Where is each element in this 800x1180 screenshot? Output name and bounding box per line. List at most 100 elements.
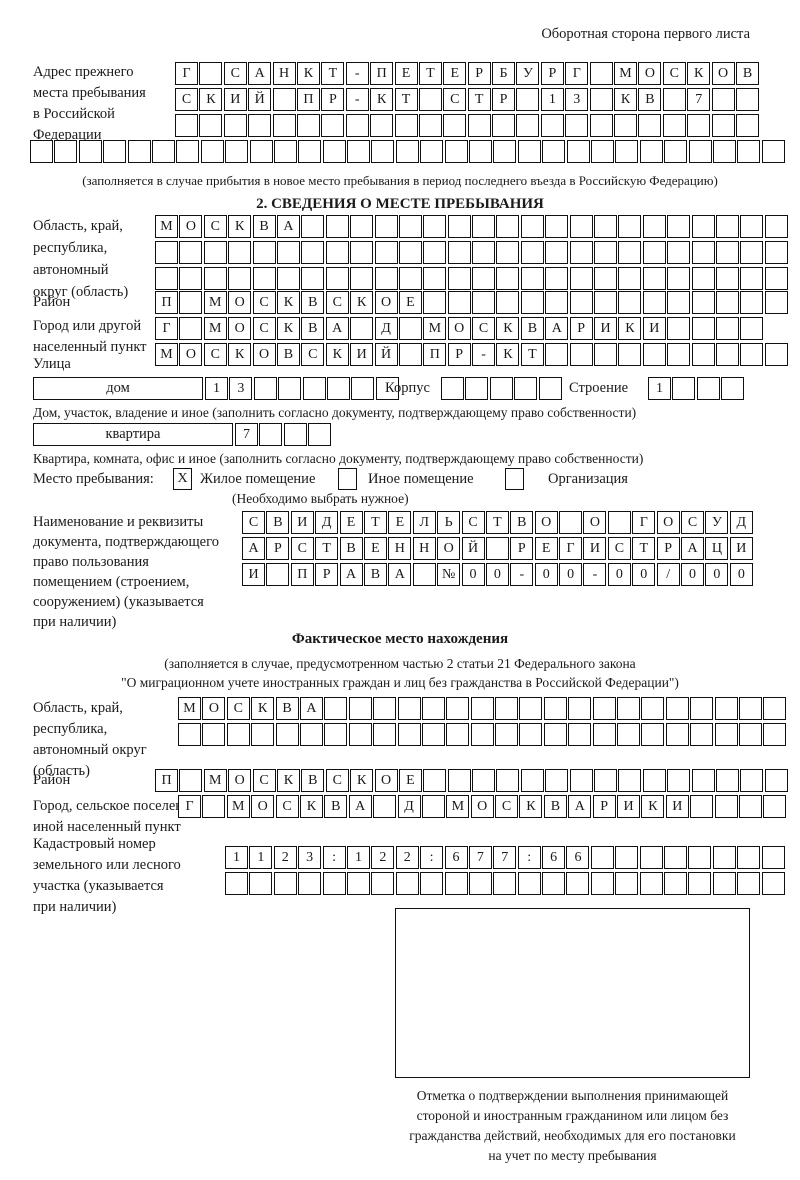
- al-region-cell-19[interactable]: [617, 697, 641, 720]
- s2-region-cell-1[interactable]: М: [155, 215, 178, 238]
- s2-region-cell-3[interactable]: [203, 241, 227, 264]
- al-cadastre-cell-16[interactable]: [590, 846, 614, 869]
- s2-district-cell-3[interactable]: М: [203, 291, 227, 314]
- flat-cell-4[interactable]: [308, 423, 332, 446]
- prev-address-cell-19[interactable]: К: [614, 88, 638, 111]
- al-region-cell-12[interactable]: [446, 697, 470, 720]
- flat-cell-1[interactable]: 7: [235, 423, 258, 446]
- al-city-cell-24[interactable]: [738, 795, 762, 818]
- s2-district-cell-6[interactable]: К: [276, 291, 300, 314]
- al-city-cell-6[interactable]: К: [299, 795, 323, 818]
- al-region-cell-24[interactable]: [738, 723, 762, 746]
- al-cadastre-cell-3[interactable]: 2: [273, 846, 297, 869]
- al-region-cell-11[interactable]: [421, 697, 445, 720]
- prev-address-cell-9[interactable]: [370, 114, 394, 137]
- prev-address-cell-1[interactable]: [175, 114, 198, 137]
- al-cadastre-cell-8[interactable]: [395, 872, 419, 895]
- house-cell-7[interactable]: [351, 377, 375, 400]
- prev-address-cell-17[interactable]: [420, 140, 444, 163]
- al-city-cell-22[interactable]: [690, 795, 714, 818]
- s2-street-cell-12[interactable]: П: [423, 343, 447, 366]
- al-cadastre-cell-14[interactable]: 6: [542, 846, 566, 869]
- al-district-cell-10[interactable]: О: [374, 769, 398, 792]
- al-district-cell-21[interactable]: [642, 769, 666, 792]
- al-cadastre-cell-6[interactable]: [346, 872, 370, 895]
- prev-address-cell-8[interactable]: -: [345, 62, 369, 85]
- s2-region-cell-6[interactable]: А: [276, 215, 300, 238]
- al-cadastre-cell-12[interactable]: [493, 872, 517, 895]
- prev-address-cell-2[interactable]: [199, 114, 223, 137]
- prev-address-cell-22[interactable]: 7: [687, 88, 711, 111]
- s2-region-cell-16[interactable]: [520, 215, 544, 238]
- doc-cell-8[interactable]: [412, 563, 436, 586]
- s2-region-cell-5[interactable]: В: [252, 215, 276, 238]
- prev-address-cell-28[interactable]: [688, 140, 712, 163]
- al-region-cell-15[interactable]: [519, 697, 543, 720]
- s2-region-cell-2[interactable]: [179, 241, 203, 264]
- s2-district-cell-24[interactable]: [715, 291, 739, 314]
- al-region-cell-20[interactable]: [641, 723, 665, 746]
- al-cadastre-cell-15[interactable]: 6: [566, 846, 590, 869]
- al-region-cell-23[interactable]: [714, 697, 738, 720]
- s2-region-cell-2[interactable]: О: [179, 215, 203, 238]
- prev-address-cell-7[interactable]: Т: [321, 62, 345, 85]
- al-district-cell-15[interactable]: [496, 769, 520, 792]
- doc-cell-19[interactable]: 0: [681, 563, 705, 586]
- al-region-cell-17[interactable]: [568, 723, 592, 746]
- al-region-cell-3[interactable]: [226, 723, 250, 746]
- prev-address-cell-12[interactable]: [443, 114, 467, 137]
- al-region-cell-25[interactable]: [763, 697, 787, 720]
- prev-address-cell-5[interactable]: [127, 140, 151, 163]
- s2-district-cell-25[interactable]: [740, 291, 764, 314]
- al-district-cell-16[interactable]: [520, 769, 544, 792]
- prev-address-cell-7[interactable]: Р: [321, 88, 345, 111]
- s2-region-cell-15[interactable]: [496, 215, 520, 238]
- prev-address-cell-1[interactable]: Г: [175, 62, 198, 85]
- al-city-cell-3[interactable]: М: [226, 795, 250, 818]
- prev-address-cell-13[interactable]: [322, 140, 346, 163]
- prev-address-cell-1[interactable]: С: [175, 88, 198, 111]
- prev-address-cell-21[interactable]: [517, 140, 541, 163]
- s2-city-cell-2[interactable]: [179, 317, 203, 340]
- al-district-cell-13[interactable]: [447, 769, 471, 792]
- stroenie-cell-1[interactable]: 1: [648, 377, 671, 400]
- s2-region-row-3[interactable]: [155, 267, 789, 290]
- s2-region-cell-25[interactable]: [740, 215, 764, 238]
- stroenie-cell-3[interactable]: [696, 377, 720, 400]
- s2-district-cell-13[interactable]: [447, 291, 471, 314]
- s2-city-cell-15[interactable]: К: [496, 317, 520, 340]
- al-cadastre-cell-21[interactable]: [712, 846, 736, 869]
- s2-region-cell-23[interactable]: [691, 267, 715, 290]
- al-region-cell-23[interactable]: [714, 723, 738, 746]
- prev-address-cell-2[interactable]: [199, 62, 223, 85]
- s2-district-cell-10[interactable]: О: [374, 291, 398, 314]
- prev-address-cell-13[interactable]: Р: [467, 62, 491, 85]
- s2-district-cell-19[interactable]: [594, 291, 618, 314]
- al-region-cell-24[interactable]: [738, 697, 762, 720]
- s2-region-cell-14[interactable]: [472, 267, 496, 290]
- s2-street-cell-10[interactable]: Й: [374, 343, 398, 366]
- al-city-cell-12[interactable]: М: [446, 795, 470, 818]
- korpus-cell-5[interactable]: [538, 377, 562, 400]
- s2-region-cell-10[interactable]: [374, 267, 398, 290]
- prev-address-cell-15[interactable]: [371, 140, 395, 163]
- s2-city-cell-20[interactable]: К: [618, 317, 642, 340]
- prev-address-cell-6[interactable]: [151, 140, 175, 163]
- prev-address-cell-5[interactable]: Н: [272, 62, 296, 85]
- prev-address-cell-21[interactable]: [662, 88, 686, 111]
- al-region-cell-3[interactable]: С: [226, 697, 250, 720]
- doc-cell-4[interactable]: Т: [315, 537, 339, 560]
- korpus-cell-3[interactable]: [489, 377, 513, 400]
- doc-cell-11[interactable]: [485, 537, 509, 560]
- al-cadastre-cell-17[interactable]: [615, 872, 639, 895]
- s2-district-cell-8[interactable]: С: [325, 291, 349, 314]
- al-region-cell-13[interactable]: [470, 697, 494, 720]
- s2-region-cell-14[interactable]: [472, 241, 496, 264]
- s2-city-cell-25[interactable]: [740, 317, 764, 340]
- al-region-cell-21[interactable]: [665, 697, 689, 720]
- s2-region-cell-23[interactable]: [691, 241, 715, 264]
- al-city-cell-18[interactable]: Р: [592, 795, 616, 818]
- doc-cell-5[interactable]: Е: [339, 511, 363, 534]
- al-cadastre-cell-22[interactable]: [737, 872, 761, 895]
- al-cadastre-cell-23[interactable]: [761, 846, 785, 869]
